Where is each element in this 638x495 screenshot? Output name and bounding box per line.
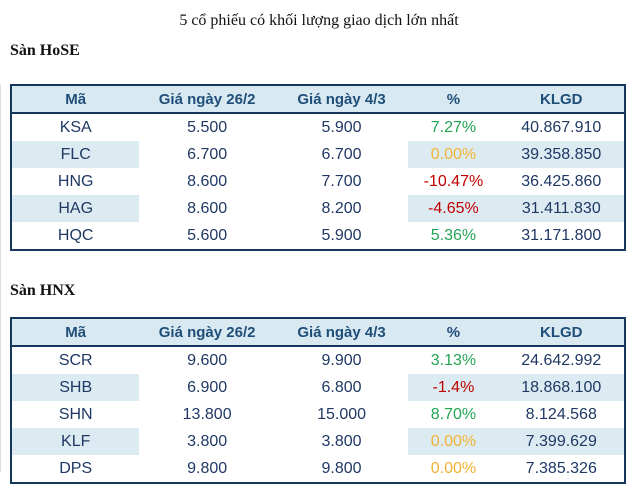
cell-price-prev: 9.600 bbox=[139, 346, 275, 374]
cell-volume: 7.385.326 bbox=[498, 455, 625, 483]
table-row: HNG 8.600 7.700 -10.47% 36.425.860 bbox=[11, 168, 625, 195]
cell-ticker: HNG bbox=[11, 168, 140, 195]
cell-ticker: SHB bbox=[11, 374, 140, 401]
header-row: Mã Giá ngày 26/2 Giá ngày 4/3 % KLGD bbox=[11, 85, 625, 114]
cell-price-curr: 15.000 bbox=[274, 401, 409, 428]
cell-price-curr: 9.900 bbox=[274, 346, 409, 374]
col-header-price-curr: Giá ngày 4/3 bbox=[274, 318, 409, 347]
table-row: DPS 9.800 9.800 0.00% 7.385.326 bbox=[11, 455, 625, 483]
col-header-volume: KLGD bbox=[498, 85, 625, 114]
cell-percent: 0.00% bbox=[408, 455, 499, 483]
table-row: SHB 6.900 6.800 -1.4% 18.868.100 bbox=[11, 374, 625, 401]
cell-volume: 31.411.830 bbox=[498, 195, 625, 222]
cell-price-curr: 3.800 bbox=[274, 428, 409, 455]
stock-table-hnx: Mã Giá ngày 26/2 Giá ngày 4/3 % KLGD SCR… bbox=[10, 317, 626, 484]
table-row: HAG 8.600 8.200 -4.65% 31.411.830 bbox=[11, 195, 625, 222]
cell-percent: -1.4% bbox=[408, 374, 499, 401]
cell-percent: -4.65% bbox=[408, 195, 499, 222]
cell-price-prev: 5.600 bbox=[139, 222, 275, 250]
cell-volume: 8.124.568 bbox=[498, 401, 625, 428]
section-heading-hose: Sàn HoSE bbox=[10, 42, 80, 59]
cell-percent: 3.13% bbox=[408, 346, 499, 374]
cell-percent: 0.00% bbox=[408, 428, 499, 455]
cell-volume: 7.399.629 bbox=[498, 428, 625, 455]
table-row: SHN 13.800 15.000 8.70% 8.124.568 bbox=[11, 401, 625, 428]
cell-ticker: HAG bbox=[11, 195, 140, 222]
cell-ticker: FLC bbox=[11, 141, 140, 168]
stock-table-hose: Mã Giá ngày 26/2 Giá ngày 4/3 % KLGD KSA… bbox=[10, 84, 626, 251]
col-header-price-prev: Giá ngày 26/2 bbox=[139, 85, 275, 114]
cell-percent: 7.27% bbox=[408, 113, 499, 141]
page-edge-artifact bbox=[0, 84, 1, 472]
col-header-ticker: Mã bbox=[11, 85, 140, 114]
col-header-price-prev: Giá ngày 26/2 bbox=[139, 318, 275, 347]
cell-volume: 18.868.100 bbox=[498, 374, 625, 401]
cell-price-prev: 9.800 bbox=[139, 455, 275, 483]
cell-price-prev: 6.700 bbox=[139, 141, 275, 168]
cell-percent: 0.00% bbox=[408, 141, 499, 168]
cell-price-curr: 9.800 bbox=[274, 455, 409, 483]
table-row: FLC 6.700 6.700 0.00% 39.358.850 bbox=[11, 141, 625, 168]
cell-price-curr: 6.700 bbox=[274, 141, 409, 168]
cell-price-curr: 5.900 bbox=[274, 113, 409, 141]
col-header-percent: % bbox=[408, 318, 499, 347]
cell-ticker: KSA bbox=[11, 113, 140, 141]
cell-percent: 8.70% bbox=[408, 401, 499, 428]
table-row: KLF 3.800 3.800 0.00% 7.399.629 bbox=[11, 428, 625, 455]
cell-price-curr: 5.900 bbox=[274, 222, 409, 250]
section-heading-hnx: Sàn HNX bbox=[10, 282, 76, 299]
cell-price-prev: 13.800 bbox=[139, 401, 275, 428]
cell-volume: 24.642.992 bbox=[498, 346, 625, 374]
cell-percent: 5.36% bbox=[408, 222, 499, 250]
cell-volume: 36.425.860 bbox=[498, 168, 625, 195]
header-row: Mã Giá ngày 26/2 Giá ngày 4/3 % KLGD bbox=[11, 318, 625, 347]
cell-volume: 40.867.910 bbox=[498, 113, 625, 141]
table-row: KSA 5.500 5.900 7.27% 40.867.910 bbox=[11, 113, 625, 141]
cell-ticker: KLF bbox=[11, 428, 140, 455]
document-page: 5 cổ phiếu có khối lượng giao dịch lớn n… bbox=[0, 12, 626, 484]
cell-percent: -10.47% bbox=[408, 168, 499, 195]
cell-ticker: SHN bbox=[11, 401, 140, 428]
cell-price-prev: 8.600 bbox=[139, 168, 275, 195]
table-row: SCR 9.600 9.900 3.13% 24.642.992 bbox=[11, 346, 625, 374]
cell-price-curr: 8.200 bbox=[274, 195, 409, 222]
col-header-volume: KLGD bbox=[498, 318, 625, 347]
cell-ticker: SCR bbox=[11, 346, 140, 374]
cell-price-prev: 6.900 bbox=[139, 374, 275, 401]
page-title: 5 cổ phiếu có khối lượng giao dịch lớn n… bbox=[179, 12, 459, 29]
col-header-ticker: Mã bbox=[11, 318, 140, 347]
table-row: HQC 5.600 5.900 5.36% 31.171.800 bbox=[11, 222, 625, 250]
cell-price-curr: 6.800 bbox=[274, 374, 409, 401]
cell-ticker: HQC bbox=[11, 222, 140, 250]
cell-price-curr: 7.700 bbox=[274, 168, 409, 195]
cell-volume: 39.358.850 bbox=[498, 141, 625, 168]
cell-price-prev: 3.800 bbox=[139, 428, 275, 455]
cell-ticker: DPS bbox=[11, 455, 140, 483]
cell-volume: 31.171.800 bbox=[498, 222, 625, 250]
cell-price-prev: 5.500 bbox=[139, 113, 275, 141]
cell-price-prev: 8.600 bbox=[139, 195, 275, 222]
col-header-percent: % bbox=[408, 85, 499, 114]
col-header-price-curr: Giá ngày 4/3 bbox=[274, 85, 409, 114]
